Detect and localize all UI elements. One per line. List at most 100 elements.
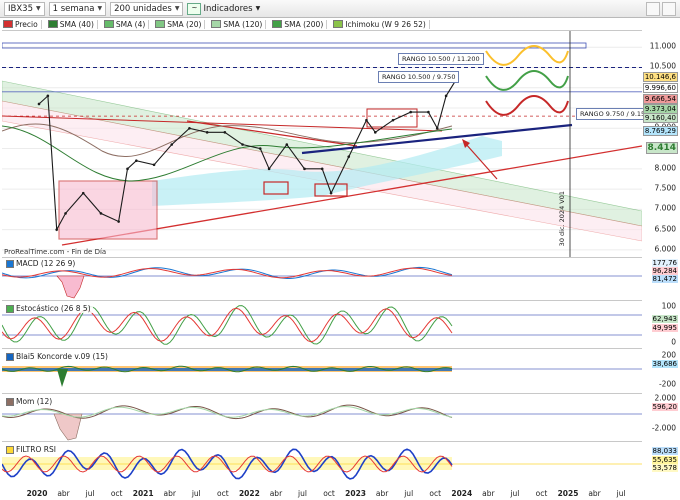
legend-item[interactable]: SMA (200) bbox=[269, 19, 328, 29]
price-point bbox=[285, 143, 289, 146]
time-axis-tick: jul bbox=[191, 489, 201, 498]
time-axis-tick: oct bbox=[429, 489, 442, 498]
legend-item[interactable]: SMA (20) bbox=[152, 19, 206, 29]
price-point bbox=[152, 163, 156, 167]
price-point bbox=[126, 167, 129, 171]
forecast-wave-red bbox=[485, 95, 569, 116]
value-tag: 49,995 bbox=[651, 324, 678, 332]
top-range-box bbox=[2, 42, 587, 49]
signal-line bbox=[2, 267, 453, 279]
time-axis-tick: 2025 bbox=[557, 489, 579, 498]
panel-color-icon bbox=[6, 304, 14, 313]
forecast-wave-yellow bbox=[485, 45, 569, 66]
legend-swatch-icon bbox=[272, 20, 283, 28]
axis-tick: -200 bbox=[658, 379, 676, 389]
momentum-chart bbox=[2, 404, 642, 441]
stoch-d-line bbox=[2, 307, 453, 343]
chevron-down-icon: ▼ bbox=[97, 5, 103, 12]
price-tag: 9.996,60 bbox=[642, 83, 678, 93]
price-point bbox=[427, 110, 430, 114]
macd-dip bbox=[56, 275, 85, 299]
time-axis-tick: 2024 bbox=[451, 489, 473, 498]
price-point bbox=[117, 220, 120, 223]
legend-label: SMA (200) bbox=[284, 19, 324, 29]
stochastic-panel[interactable]: Estocástico (26 8 5) bbox=[2, 300, 642, 348]
red-channel bbox=[2, 100, 642, 242]
time-axis-tick: oct bbox=[217, 489, 229, 498]
chevron-down-icon: ▼ bbox=[35, 5, 41, 12]
macd-line bbox=[2, 266, 453, 279]
legend-swatch-icon bbox=[3, 20, 13, 28]
period-label: 1 semana bbox=[52, 3, 95, 14]
koncorde-panel[interactable]: Blai5 Koncorde v.09 (15) bbox=[2, 348, 642, 393]
rsi-axis: 88,033 55,635 53,578 bbox=[642, 441, 680, 488]
indicators-icon: ~ bbox=[187, 2, 202, 15]
price-point bbox=[170, 143, 174, 146]
axis-tick: 200 bbox=[661, 350, 676, 360]
time-axis-tick: abr bbox=[269, 489, 283, 498]
legend-swatch-icon bbox=[211, 20, 222, 28]
legend-item[interactable]: SMA (40) bbox=[45, 19, 98, 29]
units-selector[interactable]: 200 unidades ▼ bbox=[110, 1, 184, 16]
macd-panel[interactable]: MACD (12 26 9) bbox=[2, 257, 642, 300]
menu-icon[interactable] bbox=[646, 2, 660, 16]
price-tag: 8.769,29 bbox=[642, 126, 678, 136]
momentum-title: Mom (12) bbox=[4, 397, 55, 406]
legend-label: SMA (120) bbox=[223, 19, 263, 29]
legend-item[interactable]: Precio bbox=[0, 19, 42, 29]
panel-color-icon bbox=[6, 259, 14, 268]
price-point bbox=[241, 143, 244, 146]
stochastic-chart bbox=[2, 305, 642, 345]
momentum-panel[interactable]: Mom (12) bbox=[2, 393, 642, 441]
legend-label: Precio bbox=[15, 19, 38, 29]
legend-item[interactable]: SMA (120) bbox=[208, 19, 267, 29]
macd-title: MACD (12 26 9) bbox=[4, 259, 78, 268]
price-panel[interactable]: ProRealTime.com - Fin de Día RANGO 10.50… bbox=[2, 30, 654, 258]
legend-label: Ichimoku (W 9 26 52) bbox=[345, 19, 426, 29]
time-axis-tick: oct bbox=[323, 489, 335, 498]
price-chart bbox=[2, 31, 642, 258]
support-line bbox=[61, 145, 642, 246]
rsi-signal-line bbox=[2, 455, 453, 473]
price-point bbox=[365, 118, 368, 122]
panel-color-icon bbox=[6, 352, 14, 361]
period-selector[interactable]: 1 semana ▼ bbox=[48, 1, 107, 16]
price-point bbox=[135, 159, 138, 163]
time-axis-tick: abr bbox=[588, 489, 601, 498]
value-tag: 81,472 bbox=[651, 275, 678, 283]
price-point bbox=[347, 155, 351, 158]
price-point bbox=[205, 131, 209, 134]
legend-label: SMA (40) bbox=[59, 19, 94, 29]
price-tag: 8.414 bbox=[645, 142, 678, 154]
rsi-title: FILTRO RSI bbox=[4, 445, 58, 454]
symbol-selector[interactable]: IBX35 ▼ bbox=[4, 1, 45, 16]
price-axis-tick: 6.500 bbox=[654, 224, 676, 234]
panel-color-icon bbox=[6, 445, 14, 454]
price-point bbox=[444, 94, 448, 98]
indicators-label: Indicadores bbox=[203, 3, 253, 14]
watermark: ProRealTime.com - Fin de Día bbox=[4, 248, 107, 256]
legend-swatch-icon bbox=[47, 20, 58, 28]
red-arrow-head bbox=[462, 139, 470, 148]
indicators-button[interactable]: ~ Indicadores ▼ bbox=[187, 2, 260, 15]
forecast-wave-green bbox=[485, 70, 569, 91]
legend-label: SMA (20) bbox=[167, 19, 202, 29]
mom-signal-line bbox=[2, 406, 453, 418]
legend-item[interactable]: Ichimoku (W 9 26 52) bbox=[330, 19, 430, 29]
time-axis-tick: 2023 bbox=[345, 489, 367, 498]
axis-tick: 0 bbox=[671, 337, 676, 347]
red-trend-line bbox=[186, 120, 358, 147]
time-axis: 2020 abr jul oct 2021 abr jul oct 2022 abr jul oct 2… bbox=[0, 488, 640, 500]
price-point bbox=[55, 228, 58, 231]
momentum-title-text: Mom (12) bbox=[16, 397, 53, 406]
legend-item[interactable]: SMA (4) bbox=[101, 19, 150, 29]
rsi-panel[interactable]: FILTRO RSI bbox=[2, 441, 642, 488]
price-point bbox=[81, 191, 85, 195]
value-tag: 53,578 bbox=[651, 464, 678, 472]
price-point bbox=[46, 94, 50, 98]
maximize-icon[interactable] bbox=[662, 2, 676, 16]
price-point bbox=[258, 147, 262, 150]
value-tag: 88,033 bbox=[651, 447, 678, 455]
red-box bbox=[263, 181, 289, 195]
axis-tick: 100 bbox=[661, 301, 676, 311]
